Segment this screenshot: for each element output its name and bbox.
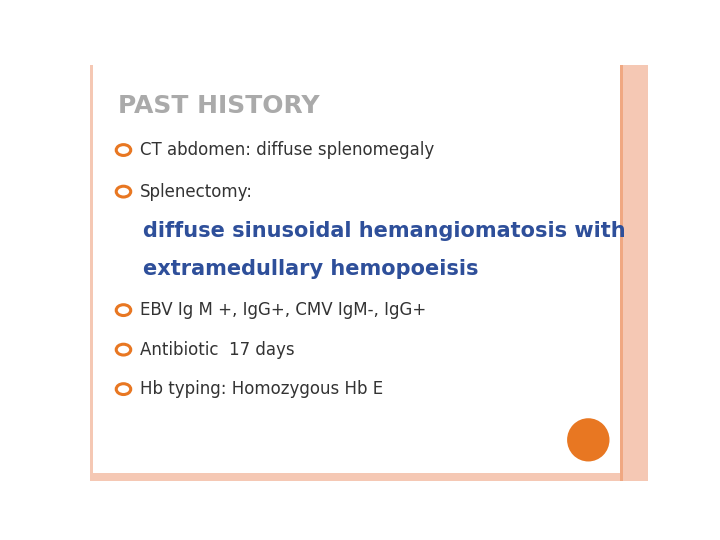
Bar [90, 473, 623, 481]
Text: PAST HISTORY: PAST HISTORY [118, 94, 320, 118]
Text: Antibiotic  17 days: Antibiotic 17 days [140, 341, 295, 359]
Text: EBV Ig M +, IgG+, CMV IgM-, IgG+: EBV Ig M +, IgG+, CMV IgM-, IgG+ [140, 301, 426, 319]
Text: CT abdomen: diffuse splenomegaly: CT abdomen: diffuse splenomegaly [140, 141, 434, 159]
Ellipse shape [567, 418, 610, 462]
Bar [90, 65, 94, 481]
Bar [620, 65, 624, 481]
Bar [623, 65, 648, 481]
Text: diffuse sinusoidal hemangiomatosis with: diffuse sinusoidal hemangiomatosis with [143, 221, 626, 241]
Text: Hb typing: Homozygous Hb E: Hb typing: Homozygous Hb E [140, 380, 383, 398]
Text: Splenectomy:: Splenectomy: [140, 183, 253, 201]
Text: extramedullary hemopoeisis: extramedullary hemopoeisis [143, 259, 479, 279]
